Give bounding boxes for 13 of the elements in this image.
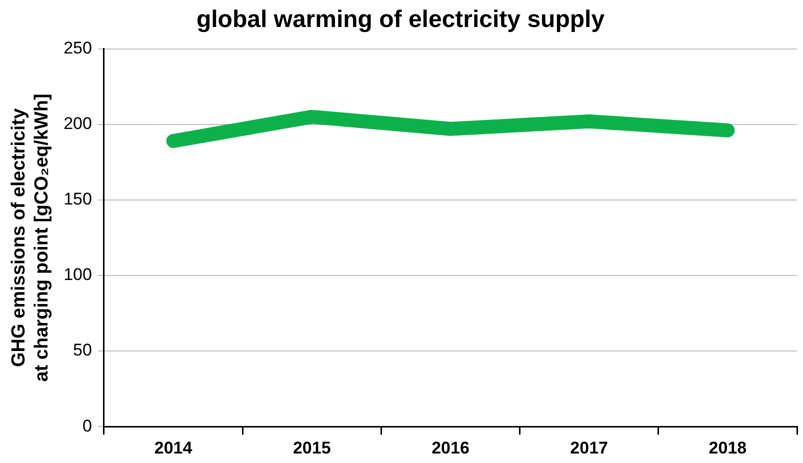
x-tick-label: 2014 bbox=[154, 438, 193, 458]
x-tick-label: 2017 bbox=[570, 438, 608, 458]
x-tick-label: 2018 bbox=[708, 438, 747, 458]
y-tick-label: 100 bbox=[64, 265, 92, 284]
y-tick-label: 250 bbox=[64, 38, 92, 58]
y-tick-label: 0 bbox=[82, 416, 92, 436]
y-tick-label: 200 bbox=[64, 114, 92, 134]
chart-title: global warming of electricity supply bbox=[196, 6, 606, 34]
x-tick-label: 2015 bbox=[292, 438, 331, 458]
x-tick-label: 2016 bbox=[432, 438, 470, 458]
y-tick-label: 150 bbox=[64, 190, 92, 209]
y-tick-label: 50 bbox=[73, 340, 92, 360]
y-axis-title: GHG emissions of electricity at charging point [gCO₂eq/kWh] bbox=[8, 94, 52, 382]
